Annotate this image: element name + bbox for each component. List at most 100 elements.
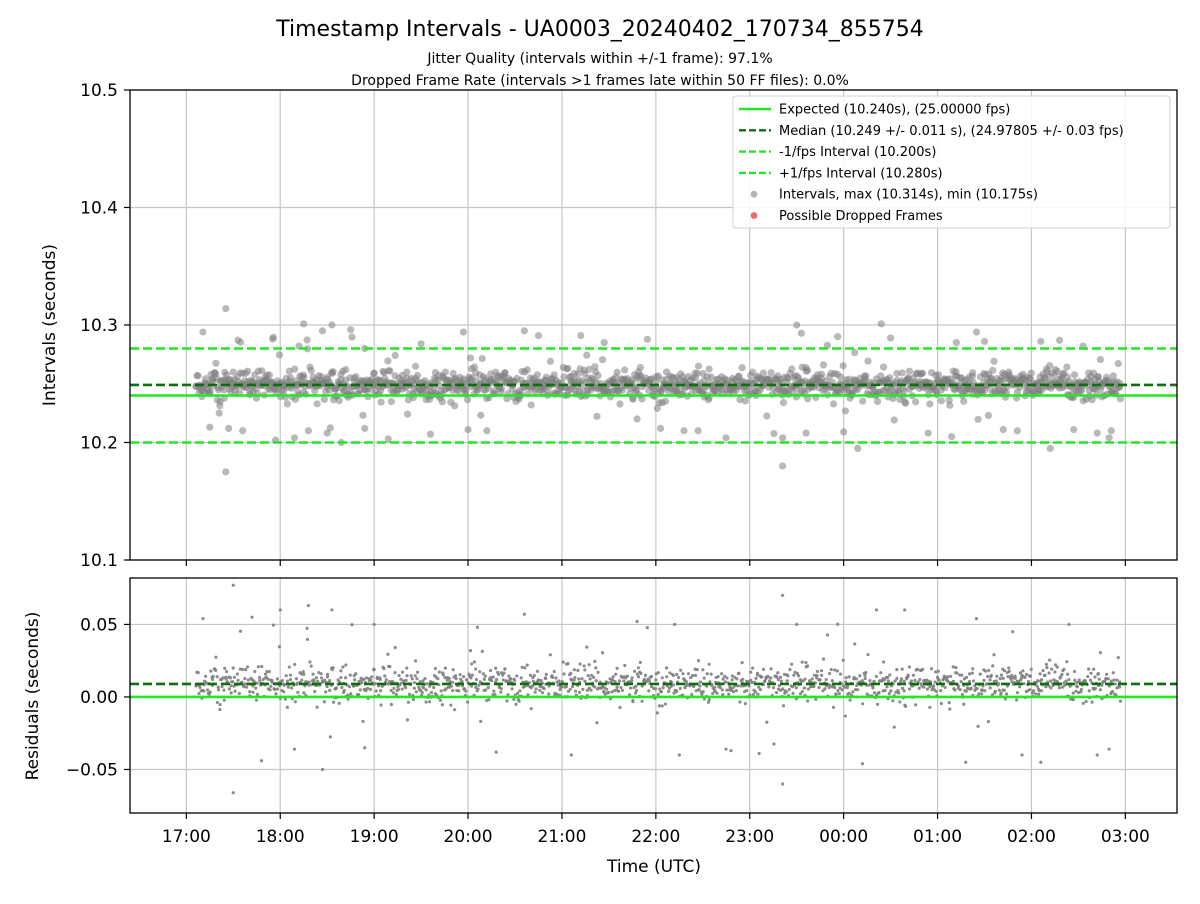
data-point [198, 685, 202, 689]
data-point [633, 415, 641, 423]
data-point [643, 673, 648, 677]
data-point [823, 687, 827, 691]
data-point-max-point [222, 304, 230, 313]
data-point [300, 320, 308, 328]
data-point [405, 718, 410, 722]
data-point [464, 689, 468, 693]
data-point [244, 668, 248, 672]
data-point [451, 402, 459, 410]
data-point [481, 672, 485, 676]
data-point [814, 697, 818, 701]
data-point [397, 673, 401, 678]
data-point [906, 674, 910, 678]
data-point [997, 688, 1001, 692]
data-point [1053, 670, 1057, 674]
data-point [594, 666, 598, 670]
data-point [503, 667, 507, 671]
data-point [258, 678, 262, 683]
data-point [1014, 698, 1019, 702]
data-point [851, 690, 855, 694]
data-point [769, 676, 773, 680]
data-point [243, 682, 247, 686]
data-point [980, 688, 984, 692]
data-point [453, 708, 457, 712]
data-point [260, 664, 264, 669]
data-point [1065, 672, 1070, 676]
data-point [427, 700, 432, 704]
data-point [379, 689, 383, 693]
data-point [275, 677, 279, 681]
data-point [689, 675, 693, 680]
data-point [405, 674, 409, 678]
data-point [829, 400, 838, 408]
data-point [1067, 677, 1071, 682]
data-point [634, 691, 638, 695]
data-point [292, 747, 297, 751]
data-point [836, 373, 845, 381]
data-point [286, 374, 295, 382]
data-point [454, 677, 458, 681]
data-point [771, 686, 776, 690]
data-point [904, 704, 908, 708]
data-point [827, 671, 832, 676]
data-point [866, 652, 870, 657]
data-point [838, 686, 842, 690]
data-point [656, 692, 660, 697]
data-point [256, 665, 260, 669]
data-point [934, 670, 938, 674]
data-point [453, 674, 458, 678]
data-point [334, 686, 338, 690]
data-point [729, 749, 733, 753]
data-point [838, 672, 843, 676]
data-point [412, 681, 417, 685]
data-point [357, 693, 361, 697]
data-point [257, 675, 262, 680]
data-point [980, 337, 989, 346]
data-point [1107, 427, 1115, 435]
data-point [803, 677, 807, 681]
data-point [843, 685, 847, 689]
data-point [369, 678, 373, 682]
data-point [204, 674, 208, 678]
data-point [939, 688, 943, 693]
data-point [238, 629, 243, 633]
data-point [886, 374, 894, 382]
data-point [424, 700, 428, 704]
data-point [654, 678, 658, 682]
data-point [349, 692, 353, 696]
data-point [235, 672, 239, 676]
data-point [413, 674, 417, 678]
data-point [929, 667, 934, 671]
data-point [820, 673, 824, 677]
data-point [1067, 622, 1071, 627]
data-point [478, 354, 486, 363]
data-point [253, 669, 257, 674]
data-point [507, 674, 511, 678]
data-point [1109, 372, 1117, 380]
data-point [1047, 684, 1051, 688]
data-point [246, 678, 250, 682]
legend-label-2: -1/fps Interval (10.200s) [779, 145, 936, 160]
data-point [211, 674, 215, 678]
data-point [400, 670, 405, 674]
data-point [418, 680, 422, 684]
data-point [720, 688, 724, 692]
data-point [389, 688, 393, 693]
data-point [229, 691, 233, 695]
data-point [760, 675, 764, 679]
data-point [596, 670, 600, 674]
data-point [474, 667, 478, 671]
data-point [1117, 685, 1122, 689]
data-point [396, 687, 400, 692]
data-point [1055, 665, 1059, 669]
data-point [730, 678, 734, 682]
data-point [745, 688, 749, 693]
data-point [863, 676, 867, 681]
data-point [444, 687, 448, 691]
data-point [269, 684, 273, 688]
data-point [555, 692, 559, 696]
data-point [962, 702, 966, 706]
data-point [432, 685, 436, 690]
data-point [907, 665, 912, 669]
